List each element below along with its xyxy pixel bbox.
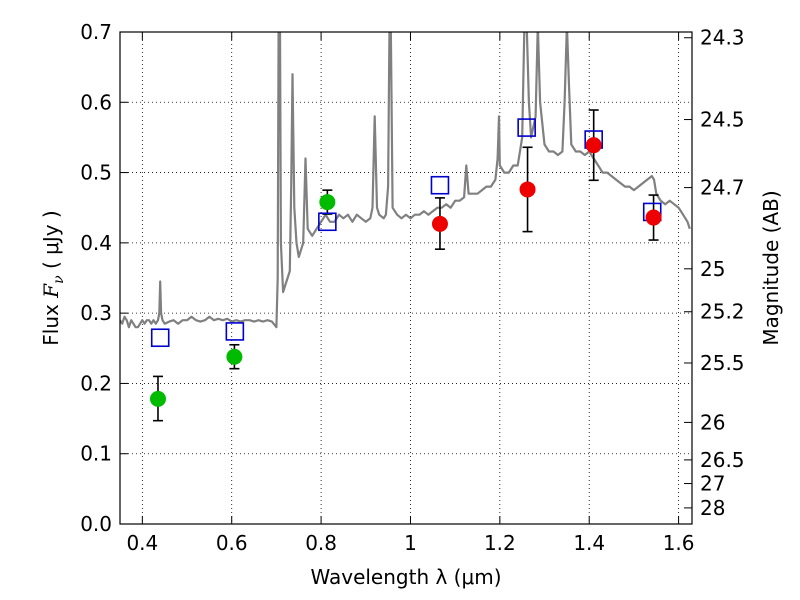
tick-labels: 0.4 0.6 0.8 1 1.2 1.4 1.6 0.0 0.1 0.2 0.3 0.4 0.5 0.6… bbox=[80, 20, 744, 555]
ticks bbox=[120, 31, 692, 525]
nir-point bbox=[519, 181, 536, 198]
model-photometry-square bbox=[517, 118, 536, 137]
plot-frame bbox=[119, 31, 693, 525]
nir-point bbox=[585, 137, 602, 154]
y2-tick-label: 24.3 bbox=[700, 26, 745, 50]
x-axis-label: Wavelength λ (μm) bbox=[310, 565, 501, 589]
y-axis-label-subscript: ν bbox=[51, 275, 67, 284]
markers bbox=[149, 109, 662, 422]
y-tick-label: 0.2 bbox=[80, 371, 112, 395]
y-axis-label-unit: ( μJy ) bbox=[39, 210, 63, 275]
model-photometry-square bbox=[225, 322, 245, 341]
y2-tick-label: 26 bbox=[700, 410, 725, 434]
y2-tick-label: 25 bbox=[700, 257, 725, 281]
x-tick-label: 1.4 bbox=[573, 531, 605, 555]
y-axis-label-symbol: F bbox=[39, 283, 63, 299]
nir-point bbox=[645, 209, 662, 226]
y2-axis-label: Magnitude (AB) bbox=[759, 190, 783, 345]
x-tick-label: 0.8 bbox=[305, 531, 337, 555]
x-tick-label: 1.2 bbox=[484, 531, 516, 555]
optical-point bbox=[226, 348, 243, 365]
y2-tick-label: 26.5 bbox=[700, 448, 745, 472]
model-photometry-square bbox=[318, 212, 337, 232]
y-tick-label: 0.0 bbox=[80, 512, 112, 536]
y-axis-label-prefix: Flux bbox=[39, 298, 63, 346]
x-tick-label: 0.6 bbox=[216, 531, 248, 555]
y2-tick-label: 24.5 bbox=[700, 108, 745, 132]
y-tick-label: 0.1 bbox=[80, 442, 112, 466]
x-tick-label: 1 bbox=[404, 531, 417, 555]
y2-tick-label: 27 bbox=[700, 472, 725, 496]
optical-point bbox=[319, 194, 336, 211]
nir-point bbox=[431, 215, 448, 232]
y-axis-label: Flux Fν ( μJy ) bbox=[39, 210, 67, 345]
model-photometry-square bbox=[150, 328, 170, 348]
x-tick-label: 0.4 bbox=[126, 531, 158, 555]
optical-point bbox=[149, 390, 166, 407]
y-tick-label: 0.5 bbox=[80, 161, 112, 185]
x-tick-label: 1.6 bbox=[663, 531, 695, 555]
model-photometry-square bbox=[430, 175, 450, 195]
y-tick-label: 0.7 bbox=[80, 20, 112, 44]
spectrum bbox=[120, 32, 691, 329]
y-tick-label: 0.4 bbox=[80, 231, 112, 255]
y2-tick-label: 25.2 bbox=[700, 300, 745, 324]
grid bbox=[120, 31, 692, 525]
spectrum-line bbox=[120, 32, 691, 329]
y2-tick-label: 25.5 bbox=[700, 351, 745, 375]
y2-tick-label: 28 bbox=[700, 496, 725, 520]
y-tick-label: 0.3 bbox=[80, 301, 112, 325]
y2-tick-label: 24.7 bbox=[700, 176, 745, 200]
y-tick-label: 0.6 bbox=[80, 90, 112, 114]
